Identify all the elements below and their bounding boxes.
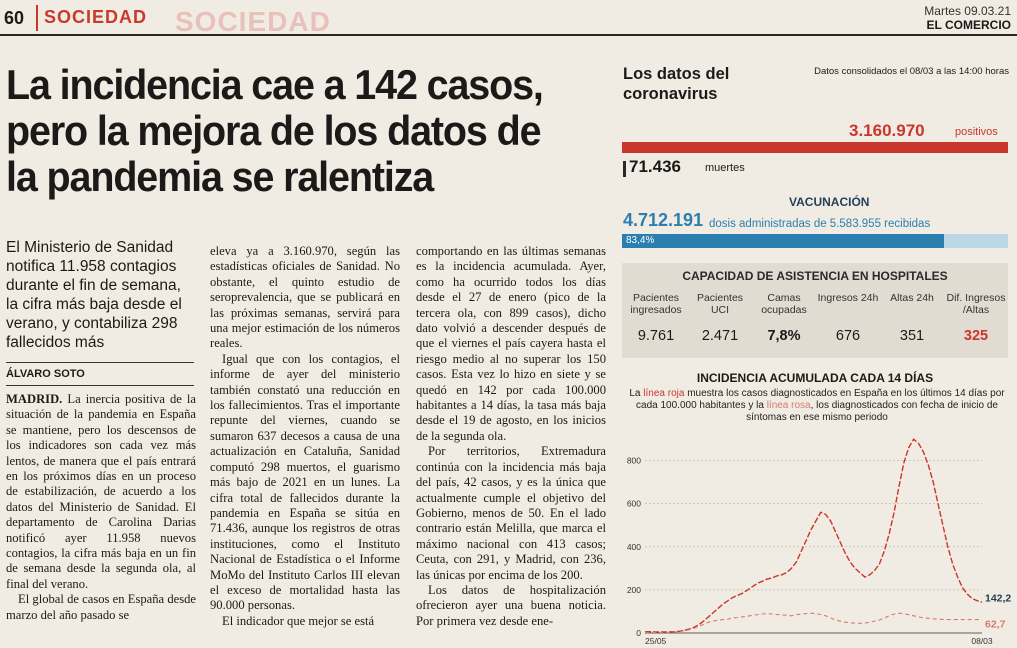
stat-value: 2.471 [701,328,739,344]
paragraph: eleva ya a 3.160.970, según las estadíst… [210,244,400,351]
hospital-stat: Pacientes UCI 2.471 [688,292,752,344]
pink-incidence-line [645,612,983,633]
issue-date: Martes 09.03.21 [924,4,1011,18]
end-value-label: 62,7 [985,618,1006,630]
desc-text: La [629,388,644,399]
vaccination-label: dosis administradas de 5.583.955 recibid… [709,218,931,230]
column-1: MADRID. La inercia positiva de la situac… [6,392,196,623]
y-tick-label: 400 [627,542,641,552]
header-rule [0,34,1017,36]
dateline: MADRID. [6,392,63,406]
stat-label: Altas 24h [890,292,934,304]
stat-value: 7,8% [767,328,801,344]
vaccination-progress-track: 83,4% [622,234,1008,248]
page-separator [36,5,38,31]
column-3: comportando en las últimas semanas es la… [416,244,606,629]
x-tick-label: 25/05 [645,636,667,646]
page-number: 60 [4,8,25,28]
paragraph: comportando en las últimas semanas es la… [416,244,606,443]
red-line-label: línea roja [643,388,685,399]
paragraph-text: La inercia positiva de la situación de l… [6,392,196,591]
hospital-stat: Camas ocupadas 7,8% [752,292,816,344]
paragraph: MADRID. La inercia positiva de la situac… [6,392,196,592]
paragraph: Por territorios, Extremadura continúa co… [416,444,606,582]
paragraph: El global de casos en España desde marzo… [6,592,196,622]
stat-value: 351 [899,328,925,344]
hospital-stat: Dif. Ingresos /Altas 325 [944,292,1008,344]
author-rule-bottom [6,385,194,386]
end-value-label: 142,2 [985,592,1011,604]
author-rule-top [6,362,194,363]
deaths-value: 71.436 [629,157,681,176]
paragraph: Igual que con los contagios, el informe … [210,351,400,613]
stat-label: Ingresos 24h [817,292,879,304]
data-note: Datos consolidados el 08/03 a las 14:00 … [814,66,1009,77]
headline: La incidencia cae a 142 casos, pero la m… [6,61,544,200]
stat-label: Dif. Ingresos /Altas [946,292,1006,316]
incidence-line-chart: 0 200 400 600 800 25/05 08/03 142,2 62,7 [627,438,1011,646]
deaths-bar [623,161,626,177]
infographic-title: Los datos del coronavirus [623,65,730,103]
stat-label: Camas ocupadas [761,292,807,316]
positives-value: 3.160.970 [849,121,925,140]
stat-value: 676 [835,328,861,344]
paragraph: El indicador que mejor se está [222,613,375,628]
incidence-description: La línea roja muestra los casos diagnost… [627,388,1007,424]
y-tick-label: 200 [627,585,641,595]
y-tick-label: 600 [627,499,641,509]
paragraph: Los datos de hospitalización ofrecieron … [416,582,606,628]
x-tick-label: 08/03 [971,636,993,646]
vaccination-percent: 83,4% [626,235,655,246]
stat-value: 9.761 [637,328,675,344]
positives-label: positivos [955,126,998,138]
stat-label: Pacientes ingresados [630,292,682,316]
positives-bar [622,142,1008,153]
deaths-label: muertes [705,162,745,174]
desc-text: muestra los casos diagnosticados en Espa… [636,388,1005,411]
hospital-stat: Altas 24h 351 [880,292,944,344]
stat-label: Pacientes UCI [696,292,744,316]
section-label: SOCIEDAD [44,7,148,27]
hospital-capacity-panel: CAPACIDAD DE ASISTENCIA EN HOSPITALES Pa… [622,263,1008,358]
red-incidence-line [645,438,983,633]
column-2: eleva ya a 3.160.970, según las estadíst… [210,244,400,629]
vaccination-title: VACUNACIÓN [789,195,870,209]
y-tick-label: 800 [627,456,641,466]
hospital-stat: Ingresos 24h 676 [816,292,880,344]
y-tick-label: 0 [636,628,641,638]
hospital-stat: Pacientes ingresados 9.761 [624,292,688,344]
newspaper-name: EL COMERCIO [926,18,1011,32]
lead-paragraph: El Ministerio de Sanidad notifica 11.958… [6,239,182,351]
vaccination-progress-fill [622,234,944,248]
desc-text: , los diagnosticados con fecha de inicio… [746,400,998,423]
hospital-capacity-title: CAPACIDAD DE ASISTENCIA EN HOSPITALES [682,269,948,283]
stat-value: 325 [963,328,989,344]
incidence-title: INCIDENCIA ACUMULADA CADA 14 DÍAS [696,371,934,385]
coronavirus-infographic: Los datos del coronavirus Datos consolid… [617,58,1013,648]
byline: ÁLVARO SOTO [6,368,85,380]
show-through-section: SOCIEDAD [175,6,331,37]
vaccination-value: 4.712.191 [623,210,704,230]
pink-line-label: línea rosa [766,400,811,411]
